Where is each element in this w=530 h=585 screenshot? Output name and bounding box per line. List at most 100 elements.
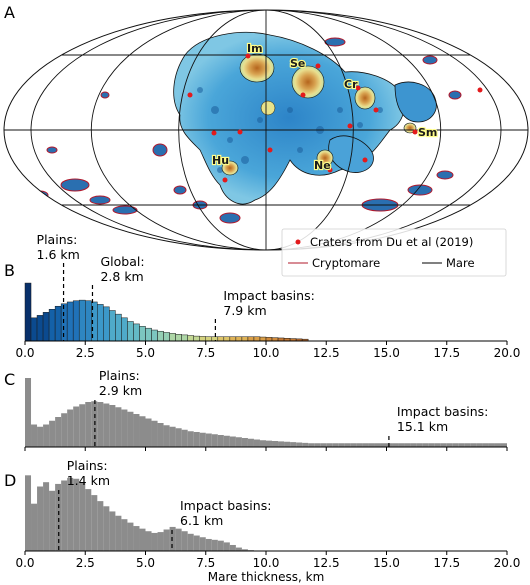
histogram-bar <box>272 441 279 447</box>
crater-points <box>27 53 483 188</box>
marker-label: Impact basins: <box>397 404 488 419</box>
histogram-bar <box>428 443 435 447</box>
histogram-bar <box>326 443 333 447</box>
histogram-bar <box>229 436 236 447</box>
marker-label: Plains: <box>99 368 140 383</box>
histogram-bar <box>133 526 140 551</box>
histogram-bar <box>78 299 86 342</box>
marker-value: 2.8 km <box>100 269 143 284</box>
basin-crisium <box>354 86 376 110</box>
histogram-bar <box>145 418 152 447</box>
basin-label-hu: Hu <box>212 154 229 167</box>
histogram-bar <box>157 423 164 447</box>
histogram-bar <box>199 336 207 342</box>
basin-humorum <box>221 160 239 176</box>
histogram-bar <box>211 434 218 447</box>
histogram-bar <box>247 438 254 447</box>
histogram-bar <box>79 482 86 551</box>
histogram-bar <box>115 313 122 342</box>
x-tick-label: 12.5 <box>313 346 340 360</box>
histogram-bar <box>193 335 200 342</box>
histogram-bar <box>380 443 387 447</box>
marker-value: 15.1 km <box>397 419 448 434</box>
histogram-bar <box>235 437 242 447</box>
histogram-bar <box>362 443 369 447</box>
x-tick-label: 20.0 <box>494 346 521 360</box>
histogram-bar <box>308 443 315 447</box>
histogram-bar <box>259 440 266 447</box>
histogram-bar <box>452 443 459 447</box>
histogram-bar <box>91 495 98 551</box>
marker-label: Impact basins: <box>223 288 314 303</box>
basin-label-sm: Sm <box>418 126 437 139</box>
histogram-bar <box>181 429 188 447</box>
marker-label: Plains: <box>37 232 78 247</box>
legend-label-mare: Mare <box>446 256 475 270</box>
histogram-bar <box>187 335 194 342</box>
histogram-bar <box>217 336 225 342</box>
histogram-bar <box>25 475 32 551</box>
x-tick-label: 7.5 <box>196 556 215 570</box>
x-tick-label: 0.0 <box>15 556 34 570</box>
histogram-bar <box>103 506 110 551</box>
histogram-bar <box>31 503 38 551</box>
histogram-bar <box>181 334 188 342</box>
histogram-bar <box>488 443 495 447</box>
x-tick-label: 10.0 <box>253 346 280 360</box>
histogram-bar <box>145 531 152 551</box>
basin-label-se: Se <box>290 57 305 70</box>
histogram-bar <box>97 304 104 342</box>
histogram-bar <box>199 432 206 447</box>
histogram-bar <box>55 417 62 447</box>
histogram-bar <box>97 501 104 551</box>
x-tick-label: 12.5 <box>313 556 340 570</box>
histogram-bar <box>139 528 146 551</box>
histogram-bar <box>320 443 327 447</box>
panel-letter-a: A <box>4 3 15 22</box>
histogram-bar <box>175 528 182 551</box>
x-tick-label: 2.5 <box>76 346 95 360</box>
histogram-bar <box>109 405 116 447</box>
histogram-bar <box>229 544 236 551</box>
legend-crater-symbol <box>295 239 301 245</box>
panel-a: A <box>3 3 529 277</box>
x-tick-label: 10.0 <box>253 556 280 570</box>
histogram-bar <box>434 443 441 447</box>
histogram-bar <box>217 540 224 551</box>
histogram-bar <box>157 532 164 551</box>
histogram-bar <box>24 282 32 342</box>
histogram-bar <box>103 403 110 447</box>
histogram-bar <box>482 443 489 447</box>
histogram-bar <box>314 443 321 447</box>
histogram-bar <box>151 420 158 447</box>
marker-label: Plains: <box>67 458 108 473</box>
histogram-bar <box>458 443 465 447</box>
histogram-bar <box>121 317 128 342</box>
histogram-bar <box>422 443 429 447</box>
histogram-bar <box>476 443 483 447</box>
histogram-bar <box>43 424 50 447</box>
x-tick-label: 20.0 <box>494 556 521 570</box>
x-tick-label: 5.0 <box>136 556 155 570</box>
histogram-bar <box>211 539 218 551</box>
histogram-bar <box>49 420 56 447</box>
histogram-bar <box>85 489 92 551</box>
histogram-bar <box>54 305 62 342</box>
basin-imbrium <box>239 53 275 83</box>
histogram-bar <box>296 442 303 447</box>
histogram-bar <box>163 529 170 551</box>
histogram-bar <box>163 332 170 342</box>
histogram-bar <box>217 435 224 447</box>
histogram-bar <box>193 535 200 551</box>
histogram-bar <box>265 337 273 342</box>
histogram-bar <box>115 515 122 551</box>
histogram-bar <box>37 486 44 551</box>
x-axis-label: Mare thickness, km <box>208 570 325 584</box>
histogram-bar <box>31 424 38 447</box>
x-tick-label: 7.5 <box>196 346 215 360</box>
histogram-bar <box>127 522 134 551</box>
histogram-bar <box>223 435 230 447</box>
histogram-bar <box>368 443 375 447</box>
histogram-bar <box>91 401 98 447</box>
